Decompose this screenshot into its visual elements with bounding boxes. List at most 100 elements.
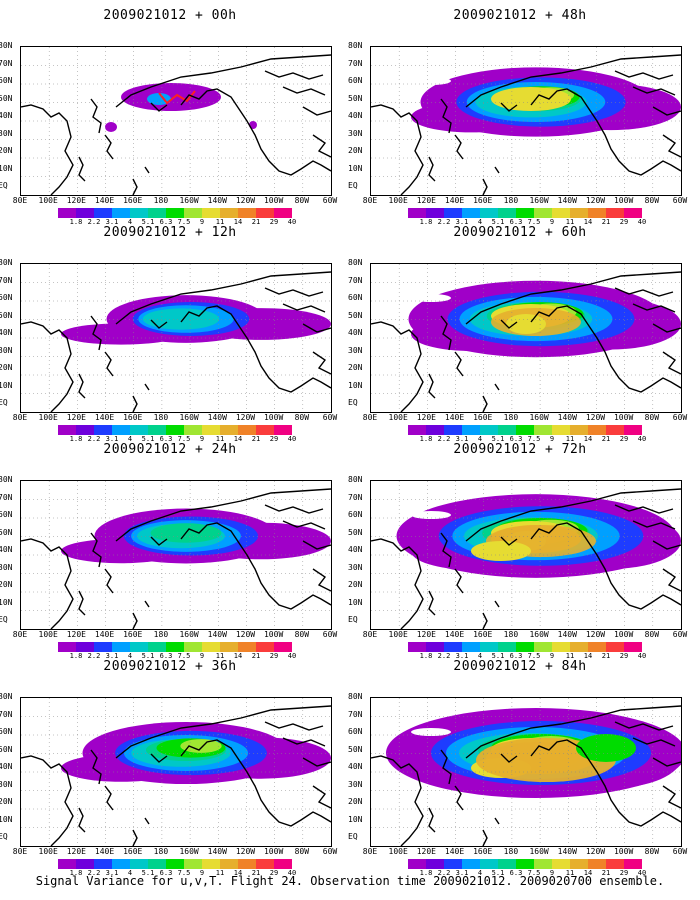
lat-tick-label: 20N (0, 797, 13, 806)
colorbar-label: 9 (199, 869, 205, 877)
lat-tick-label: 70N (0, 492, 13, 502)
lon-tick-label: 180 (153, 196, 169, 205)
map-plot (20, 263, 332, 413)
lat-tick-label: 20N (348, 580, 363, 589)
colorbar-label: 29 (269, 652, 279, 660)
colorbar-swatch (148, 642, 166, 652)
colorbar-swatch (148, 859, 166, 869)
colorbar-swatch (202, 642, 220, 652)
colorbar-swatch (516, 425, 534, 435)
colorbar-swatch (166, 859, 184, 869)
lat-tick-label: 60N (0, 727, 13, 736)
colorbar-swatch (184, 642, 202, 652)
colorbar-swatch (408, 859, 426, 869)
panel-title: 2009021012 + 72h (453, 442, 587, 457)
lon-tick-label: 120W (235, 847, 256, 856)
colorbar-label: 7.5 (177, 218, 191, 226)
colorbar-swatch (570, 859, 588, 869)
lon-tick-label: 160E (123, 630, 143, 639)
lon-tick-label: 120E (416, 196, 436, 205)
colorbar-swatch (426, 208, 444, 218)
colorbar-swatch (202, 859, 220, 869)
colorbar-swatch (624, 859, 642, 869)
colorbar-label: 6.3 (159, 652, 173, 660)
lon-tick-label: 60W (322, 847, 338, 856)
lat-tick-label: 60N (348, 510, 363, 519)
lat-tick-label: 40N (0, 111, 13, 120)
colorbar-label: 7.5 (527, 652, 541, 660)
lon-tick-label: 160W (529, 196, 549, 205)
colorbar-label: 4 (477, 218, 483, 226)
colorbar-label: 14 (583, 435, 593, 443)
lon-tick-label: 60W (322, 196, 338, 205)
colorbar-swatch (238, 642, 256, 652)
colorbar-label: 5.1 (141, 652, 155, 660)
variance-field (21, 481, 331, 629)
colorbar-label: 5.1 (141, 218, 155, 226)
lon-tick-label: 140W (557, 847, 577, 856)
colorbar-label: 1.8 (419, 652, 433, 660)
colorbar-label: 14 (583, 218, 593, 226)
lat-tick-label: 50N (0, 93, 13, 103)
colorbar-label: 21 (251, 218, 261, 226)
lon-tick-label: 160W (179, 413, 199, 422)
lat-tick-label: 70N (0, 709, 13, 719)
lon-tick-label: 140W (557, 196, 577, 205)
lon-tick-label: 100W (263, 196, 284, 205)
colorbar-label: 40 (287, 652, 297, 660)
lon-tick-label: 120W (235, 196, 256, 205)
colorbar-swatch (588, 859, 606, 869)
colorbar-label: 11 (215, 218, 225, 226)
variance-field (371, 698, 681, 846)
lon-tick-label: 180 (503, 196, 519, 205)
colorbar-swatch (516, 859, 534, 869)
lon-tick-label: 160W (529, 630, 549, 639)
colorbar-swatch (58, 859, 76, 869)
colorbar-label: 2.2 (87, 869, 101, 877)
lon-tick-label: 80W (644, 413, 660, 422)
lon-tick-label: 140W (207, 847, 227, 856)
colorbar-label: 11 (565, 435, 575, 443)
colorbar-label: 29 (619, 869, 629, 877)
colorbar-label: 5.1 (491, 218, 505, 226)
colorbar-swatch (256, 859, 274, 869)
lat-tick-label: 30N (0, 779, 13, 789)
colorbar-label: 7.5 (527, 435, 541, 443)
map-plot (20, 697, 332, 847)
map-panel: 2009021012 + 84h 80N 70N 60N 50N 40N 30N 20N 10N… (348, 659, 690, 877)
colorbar-swatch (606, 642, 624, 652)
colorbar-swatch (498, 859, 516, 869)
colorbar-swatch (130, 642, 148, 652)
lat-tick-label: 60N (348, 76, 363, 85)
lon-tick-label: 140W (207, 630, 227, 639)
map-plot (370, 46, 682, 196)
colorbar-swatch (624, 425, 642, 435)
colorbar-swatch (148, 425, 166, 435)
colorbar-swatch (112, 859, 130, 869)
colorbar-swatch (444, 859, 462, 869)
colorbar-label: 2.2 (87, 435, 101, 443)
colorbar-label: 29 (619, 435, 629, 443)
map-panel: 2009021012 + 36h 80N 70N 60N 50N 40N 30N 20N 10N… (0, 659, 340, 877)
colorbar (408, 208, 642, 218)
lat-tick-label: 80N (348, 692, 363, 701)
colorbar-swatch (202, 208, 220, 218)
lat-tick-label: 60N (348, 727, 363, 736)
lat-tick-label: 50N (348, 744, 363, 754)
colorbar-label: 40 (637, 869, 647, 877)
lon-tick-label: 120W (585, 196, 606, 205)
colorbar-swatch (238, 208, 256, 218)
colorbar-swatch (516, 208, 534, 218)
map-panel: 2009021012 + 12h 80N 70N 60N 50N 40N 30N 20N 10N… (0, 225, 340, 443)
map-plot (370, 263, 682, 413)
colorbar-swatch (498, 208, 516, 218)
colorbar (58, 425, 292, 435)
lat-tick-label: 20N (0, 146, 13, 155)
colorbar-swatch (606, 425, 624, 435)
colorbar-label: 29 (619, 652, 629, 660)
colorbar-swatch (112, 642, 130, 652)
lat-tick-label: 80N (348, 41, 363, 50)
lat-tick-label: 20N (348, 363, 363, 372)
colorbar-swatch (426, 859, 444, 869)
lat-tick-label: 80N (0, 475, 13, 484)
